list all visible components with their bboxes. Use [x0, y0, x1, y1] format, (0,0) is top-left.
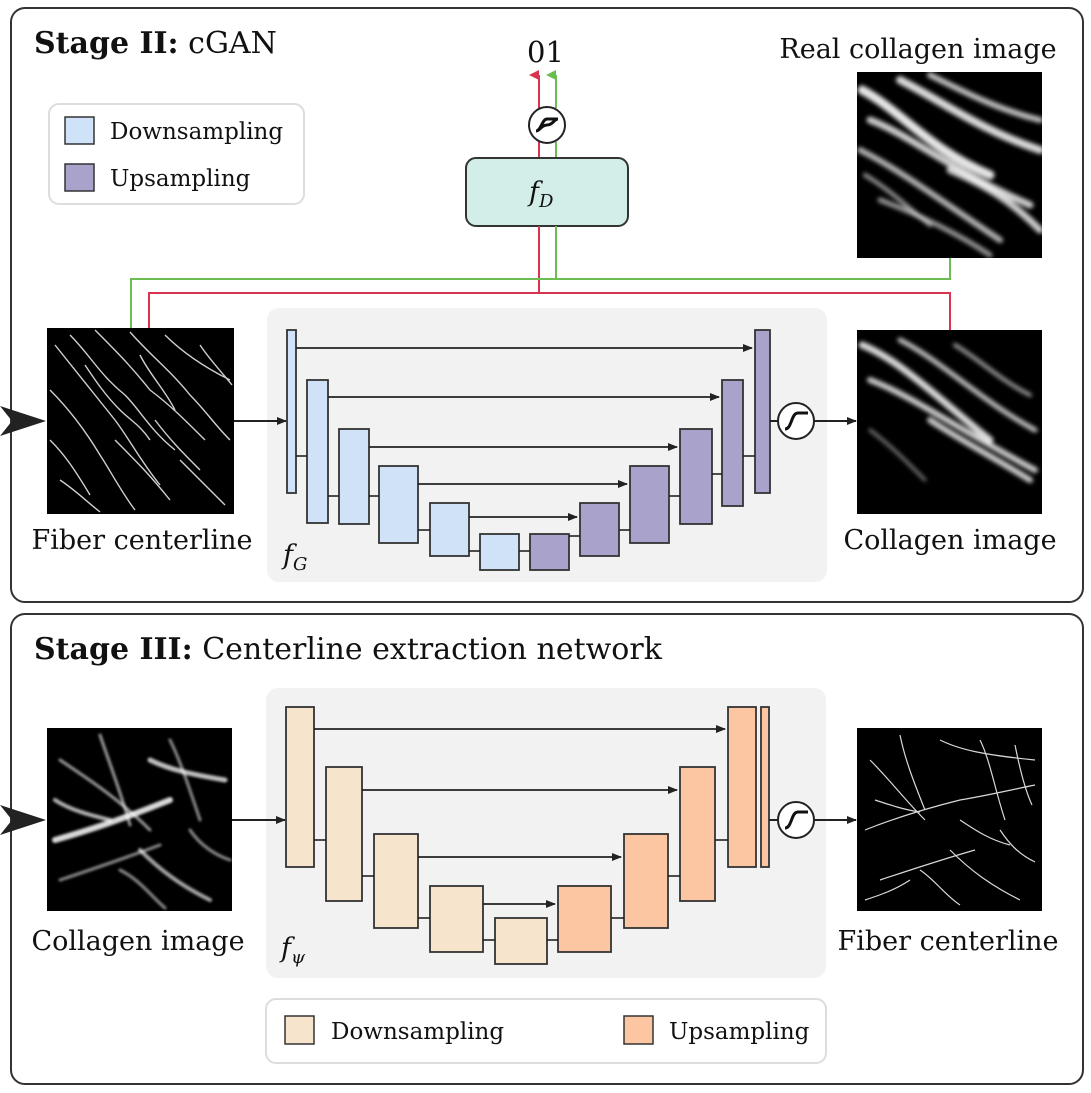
disc-sigmoid-icon: [528, 106, 566, 144]
legend3-up-label: Upsampling: [669, 1019, 810, 1045]
real-image-label: Real collagen image: [779, 34, 1056, 65]
ext-up-block-4: [727, 706, 757, 868]
extraction-skip-connections: [314, 725, 726, 908]
stage2-input-label: Fiber centerline: [32, 525, 253, 556]
stage3-collagen-image: [47, 728, 232, 911]
ext-sigmoid-icon: [777, 801, 815, 839]
ext-down-block-2: [325, 766, 363, 902]
ext-up-block-2: [623, 833, 669, 929]
stage3-input-label: Collagen image: [31, 926, 244, 957]
legend-up-swatch: [64, 163, 95, 192]
real-path-line: [130, 258, 951, 328]
stage3-output-label: Fiber centerline: [838, 926, 1059, 957]
generator-decoder: [529, 329, 771, 571]
stage3-legend: Downsampling Upsampling: [265, 998, 827, 1064]
legend3-down-label: Downsampling: [331, 1019, 504, 1045]
fake-path-line: [148, 292, 951, 330]
ext-up-block-5: [760, 706, 770, 868]
stage2-legend: Downsampling Upsampling: [48, 103, 305, 205]
extraction-encoder: [285, 706, 548, 965]
legend-up-label: Upsampling: [110, 166, 251, 192]
gen-up-block-5: [721, 379, 744, 507]
ext-down-block-4: [429, 885, 484, 953]
legend-down-label: Downsampling: [110, 119, 283, 145]
generator-encoder: [286, 329, 520, 571]
discriminator-box: [465, 157, 629, 227]
stage2-input-arrowhead: [0, 406, 46, 436]
stage2-output-label: Collagen image: [843, 525, 1056, 556]
ext-down-block-3: [373, 833, 419, 929]
stage3-input-arrowhead: [0, 805, 46, 835]
generator-skip-connections: [296, 344, 753, 521]
legend-down-swatch: [64, 116, 95, 145]
gen-down-block-4: [378, 465, 419, 544]
legend3-up-swatch: [623, 1015, 654, 1045]
gen-up-block-3: [629, 465, 670, 544]
gen-up-block-4: [679, 428, 713, 525]
stage3-title-rest: Centerline extraction network: [193, 632, 663, 667]
stage2-title-bold: Stage II:: [34, 26, 179, 61]
gen-down-block-6: [479, 533, 520, 571]
ext-down-block-5: [494, 917, 548, 965]
stage3-centerline-image: [857, 728, 1042, 911]
disc-outputs: 01: [527, 35, 564, 69]
stage3-title-bold: Stage III:: [34, 632, 193, 667]
extraction-decoder: [557, 706, 770, 953]
stage2-panel: [10, 7, 1084, 603]
gen-up-block-6: [754, 329, 771, 494]
gen-up-block-2: [579, 502, 620, 557]
real-collagen-image: [857, 72, 1044, 258]
stage2-title-rest: cGAN: [179, 26, 277, 61]
stage3-panel: [10, 613, 1084, 1085]
gen-down-block-1: [286, 329, 297, 494]
gen-down-block-5: [429, 502, 470, 557]
stage2-centerline-image: [47, 328, 234, 514]
gen-down-block-2: [306, 379, 329, 524]
gen-sigmoid-icon: [777, 402, 815, 440]
ext-up-block-3: [679, 766, 716, 902]
gen-down-block-3: [338, 428, 370, 525]
ext-up-block-1: [557, 885, 612, 953]
stage2-title: Stage II: cGAN: [34, 26, 277, 61]
legend3-down-swatch: [284, 1015, 315, 1045]
ext-down-block-1: [285, 706, 315, 868]
gen-up-block-1: [529, 533, 570, 571]
generated-collagen-image: [857, 330, 1042, 514]
stage3-title: Stage III: Centerline extraction network: [34, 632, 663, 667]
